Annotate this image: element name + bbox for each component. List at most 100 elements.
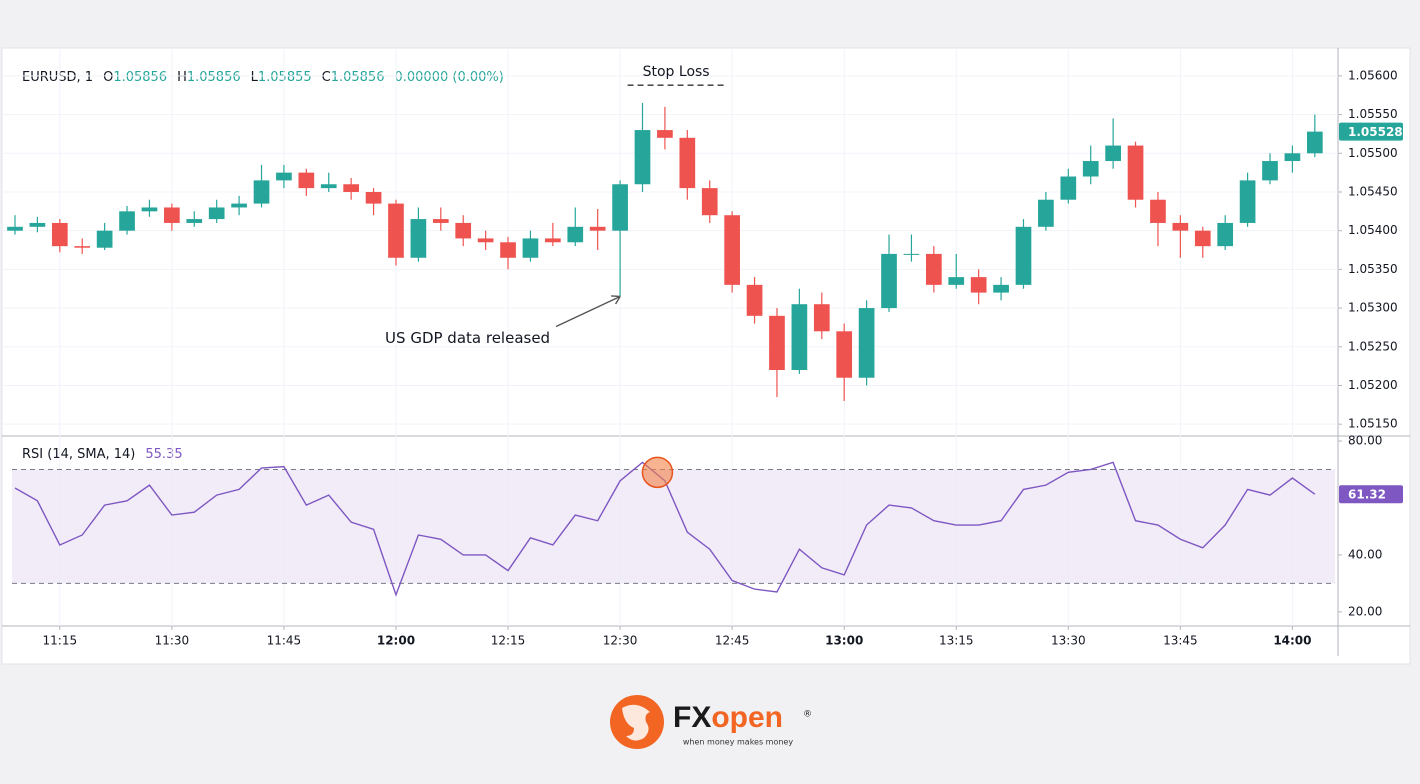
candle <box>545 222 561 247</box>
candle <box>455 215 472 247</box>
candle <box>141 199 158 217</box>
candle <box>522 230 539 262</box>
candle <box>276 164 292 189</box>
logo-registered: ® <box>803 710 812 720</box>
candle-body <box>298 172 315 189</box>
candle <box>881 234 897 312</box>
candle-body <box>746 284 763 316</box>
candle <box>74 238 91 254</box>
y-tick-label: 20.00 <box>1348 604 1382 618</box>
candle <box>253 164 270 208</box>
candle-body <box>1172 222 1189 231</box>
candle-body <box>836 331 853 378</box>
candle-body <box>701 188 718 216</box>
candle-body <box>881 253 897 309</box>
candle <box>298 168 315 196</box>
x-tick-label: 13:30 <box>1051 634 1086 648</box>
x-tick-label: 11:15 <box>43 634 78 648</box>
candle <box>1127 141 1144 208</box>
candle-body <box>231 203 247 208</box>
candle-body <box>276 172 292 181</box>
candle <box>432 207 449 231</box>
candle-body <box>29 222 46 227</box>
x-tick-label: 12:15 <box>491 634 526 648</box>
y-tick-label: 1.05200 <box>1348 378 1398 392</box>
candle-body <box>96 230 113 248</box>
y-tick-label: 1.05350 <box>1348 262 1398 276</box>
candle-body <box>993 284 1009 293</box>
candle <box>410 207 427 262</box>
candle <box>948 253 965 289</box>
candle <box>657 106 673 150</box>
candle <box>925 246 942 293</box>
x-tick-label: 11:30 <box>155 634 190 648</box>
candle <box>186 211 203 227</box>
price-tag <box>1339 485 1403 504</box>
y-tick-label: 40.00 <box>1348 547 1382 561</box>
candle <box>858 300 875 386</box>
legend-key: H <box>177 70 187 85</box>
candle <box>791 288 808 374</box>
legend-value: 1.05855 <box>258 70 312 85</box>
candle-body <box>1082 161 1099 177</box>
legend-value: 1.05856 <box>113 70 167 85</box>
candle-body <box>253 180 270 204</box>
candle <box>320 172 337 192</box>
candle-body <box>858 308 875 378</box>
logo-brand-suffix: open <box>711 701 783 734</box>
price-tag-label: 1.05528 <box>1348 125 1403 139</box>
candle <box>7 215 23 235</box>
candle <box>1262 153 1278 185</box>
y-tick-label: 1.05300 <box>1348 301 1398 315</box>
candle-body <box>74 246 91 248</box>
candle <box>96 222 113 251</box>
candle <box>701 180 718 223</box>
logo-tagline: when money makes money <box>683 738 793 747</box>
candle <box>1217 215 1234 251</box>
candle <box>612 180 628 297</box>
legend-key: L <box>251 70 259 85</box>
candle <box>477 230 494 251</box>
x-tick-label: 11:45 <box>267 634 302 648</box>
candle <box>388 199 404 266</box>
candle-body <box>813 304 830 332</box>
candle <box>679 130 696 200</box>
y-tick-label: 1.05550 <box>1348 107 1398 121</box>
candle-body <box>522 238 539 258</box>
candle-body <box>970 277 987 293</box>
candle-body <box>365 191 382 204</box>
candle-body <box>7 226 23 231</box>
candle-body <box>1194 230 1211 247</box>
candle <box>29 216 46 233</box>
candle-body <box>1038 199 1054 227</box>
candle-body <box>948 277 965 285</box>
candle <box>970 269 987 305</box>
rsi-legend-value: 55.35 <box>145 447 182 462</box>
x-tick-label: 12:30 <box>603 634 638 648</box>
candle <box>343 178 359 200</box>
x-tick-label: 13:15 <box>939 634 974 648</box>
candle-body <box>1150 199 1166 223</box>
candle-body <box>1284 153 1301 162</box>
logo-brand: FXopen <box>673 701 783 734</box>
candle <box>365 188 382 216</box>
overlay-layer: 1.05150 1.05200 1.05250 1.05300 1.05350 1.054… <box>43 64 1403 648</box>
annotation-arrow <box>555 295 621 328</box>
candle <box>164 203 180 231</box>
rsi-legend: RSI (14, SMA, 14) 55.35 <box>22 447 183 462</box>
candle <box>1172 215 1189 258</box>
candle <box>51 219 68 253</box>
y-tick-label: 1.05250 <box>1348 339 1398 353</box>
annotation-arrowhead <box>611 295 621 305</box>
candle <box>1082 145 1099 185</box>
x-tick-label: 12:00 <box>377 634 415 648</box>
candle-body <box>119 211 135 231</box>
candle <box>589 209 606 251</box>
y-tick-label: 1.05600 <box>1348 68 1398 82</box>
candle-body <box>612 184 628 231</box>
stop-loss-label: Stop Loss <box>643 64 710 80</box>
candle <box>1038 191 1054 231</box>
candle <box>1194 226 1211 258</box>
candle <box>634 102 651 192</box>
